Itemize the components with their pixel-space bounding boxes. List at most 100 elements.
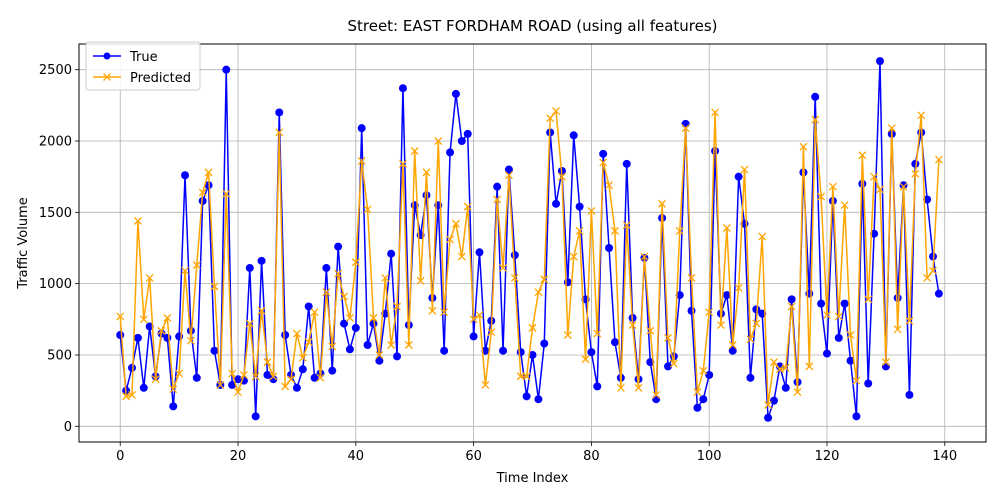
data-point-true — [263, 370, 272, 379]
data-point-predicted — [722, 224, 731, 232]
data-point-predicted — [440, 308, 449, 317]
data-point-true — [540, 339, 549, 348]
data-point-predicted — [398, 159, 407, 168]
data-point-predicted — [711, 108, 720, 117]
data-point-predicted — [775, 365, 784, 374]
data-point-predicted — [334, 269, 343, 278]
data-point-true — [552, 199, 561, 208]
legend-true-marker — [103, 52, 111, 60]
data-point-true — [163, 333, 172, 342]
data-point-true — [687, 306, 696, 315]
data-point-true — [769, 396, 778, 405]
data-point-true — [764, 413, 773, 422]
data-point-true — [822, 349, 831, 358]
data-point-true — [575, 202, 584, 211]
data-point-predicted — [923, 273, 932, 282]
data-point-predicted — [728, 341, 737, 349]
data-point-predicted — [687, 273, 696, 282]
data-point-true — [928, 252, 937, 261]
data-point-predicted — [428, 306, 437, 315]
data-point-predicted — [764, 400, 773, 409]
data-point-predicted — [393, 302, 401, 311]
data-point-true — [181, 171, 190, 180]
data-point-predicted — [905, 316, 914, 325]
x-tick-label: 40 — [348, 449, 365, 464]
data-point-true — [387, 249, 396, 258]
data-point-true — [693, 403, 702, 412]
data-point-predicted — [169, 385, 178, 394]
data-point-predicted — [793, 388, 802, 397]
data-point-predicted — [628, 321, 637, 329]
data-point-predicted — [587, 206, 596, 215]
data-point-predicted — [605, 181, 614, 190]
data-point-predicted — [263, 358, 272, 367]
legend-true-label: True — [129, 50, 158, 65]
data-point-predicted — [811, 115, 820, 124]
data-point-predicted — [546, 114, 555, 123]
data-point-true — [881, 362, 890, 371]
data-point-predicted — [234, 388, 242, 397]
data-point-predicted — [817, 192, 826, 201]
data-point-predicted — [681, 124, 690, 133]
data-point-predicted — [852, 376, 861, 385]
data-point-predicted — [581, 355, 590, 364]
data-point-predicted — [522, 372, 531, 381]
data-point-predicted — [870, 172, 879, 181]
data-point-true — [345, 345, 354, 354]
data-point-predicted — [475, 311, 484, 319]
data-point-predicted — [175, 369, 184, 378]
data-point-predicted — [887, 124, 896, 133]
data-point-predicted — [139, 315, 148, 324]
data-point-predicted — [610, 226, 619, 235]
data-point-true — [393, 352, 402, 361]
data-point-predicted — [899, 182, 908, 191]
data-point-true — [169, 402, 178, 411]
data-point-predicted — [269, 372, 278, 381]
data-point-true — [510, 251, 519, 260]
data-point-true — [310, 373, 319, 382]
data-point-predicted — [575, 226, 584, 235]
data-point-true — [292, 383, 301, 392]
data-point-true — [934, 289, 943, 298]
data-point-true — [281, 331, 290, 340]
data-point-predicted — [481, 380, 490, 389]
data-point-true — [446, 148, 455, 157]
data-point-predicted — [363, 205, 372, 214]
data-point-true — [228, 380, 237, 389]
data-point-predicted — [157, 326, 166, 335]
data-point-predicted — [699, 366, 708, 375]
data-point-predicted — [787, 302, 796, 311]
data-point-true — [128, 363, 137, 372]
data-point-predicted — [345, 313, 354, 322]
data-point-predicted — [634, 383, 643, 392]
data-point-true — [363, 340, 372, 349]
series-line-predicted — [119, 110, 940, 406]
data-point-true — [681, 119, 690, 128]
data-point-predicted — [163, 313, 172, 322]
data-point-predicted — [410, 147, 419, 155]
data-point-true — [504, 165, 513, 174]
data-point-true — [864, 379, 873, 388]
data-point-true — [599, 149, 608, 158]
data-point-predicted — [310, 308, 319, 317]
data-point-true — [275, 108, 284, 117]
data-point-predicted — [876, 185, 884, 194]
data-point-predicted — [216, 380, 225, 389]
data-point-true — [593, 382, 602, 391]
data-point-true — [457, 137, 466, 146]
data-point-predicted — [328, 342, 337, 351]
data-point-predicted — [133, 216, 142, 225]
data-point-predicted — [404, 341, 413, 349]
data-point-true — [116, 331, 125, 340]
data-point-predicted — [228, 369, 237, 378]
data-point-true — [622, 159, 631, 168]
data-point-predicted — [640, 252, 649, 261]
data-point-predicted — [622, 221, 631, 230]
data-point-predicted — [357, 157, 366, 165]
data-point-predicted — [740, 165, 749, 174]
chart-title: Street: EAST FORDHAM ROAD (using all fea… — [347, 17, 717, 35]
data-point-predicted — [557, 172, 566, 181]
data-point-predicted — [881, 358, 890, 367]
data-point-true — [398, 84, 407, 93]
y-tick-label: 1000 — [39, 277, 72, 292]
